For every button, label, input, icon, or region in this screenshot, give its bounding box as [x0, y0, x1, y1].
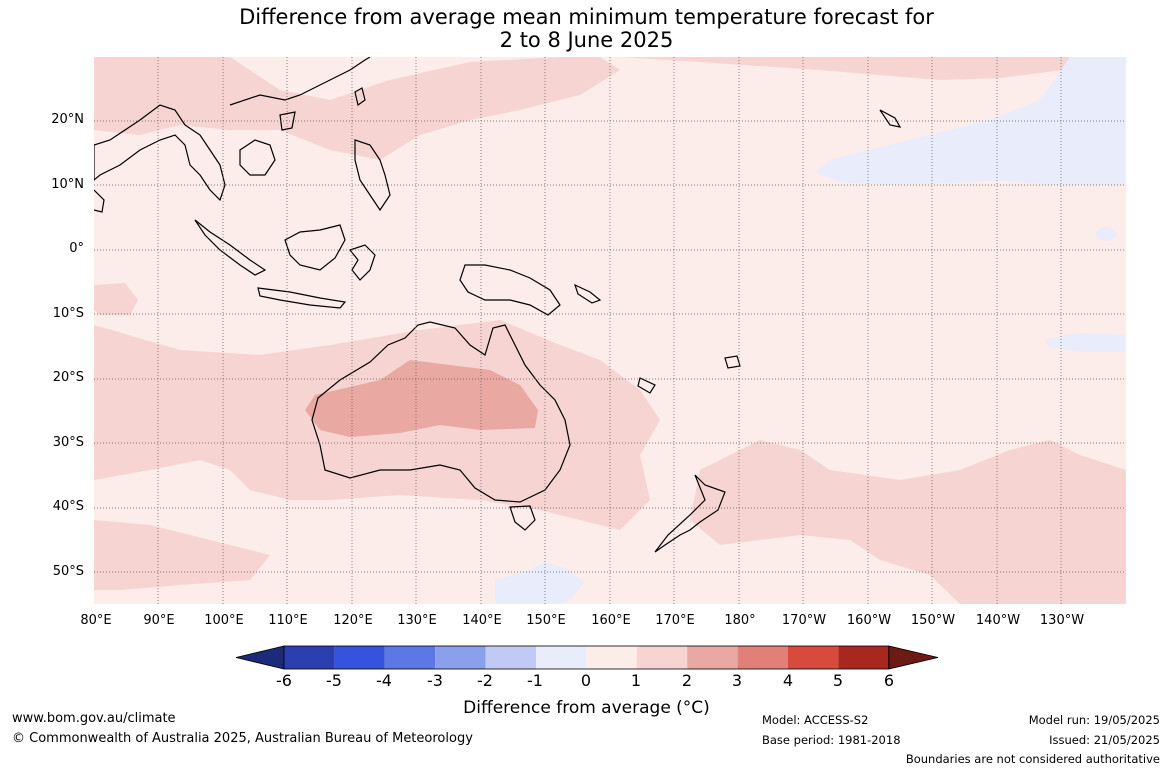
colorbar-segment: [384, 646, 436, 669]
cool-region-equatorial: [1096, 227, 1116, 241]
colorbar-segment: [788, 646, 839, 669]
fiji-coastline: [724, 355, 741, 369]
colorbar-tick-6: 6: [883, 671, 895, 690]
colorbar-segment: [536, 646, 587, 669]
colorbar-tick-1: 1: [630, 671, 642, 690]
colorbar-tick-5: 5: [832, 671, 844, 690]
solomon-islands-coastline: [573, 283, 602, 304]
graticule: [94, 57, 1126, 604]
australia-coastline: [311, 321, 571, 503]
disclaimer-text: Boundaries are not considered authoritat…: [905, 752, 1160, 766]
colorbar-segment: [334, 646, 385, 669]
colorbar-tick-minus1: -1: [527, 671, 543, 690]
lon-label-120e: 120°E: [333, 613, 373, 628]
lat-label-20s: 20°S: [52, 370, 84, 385]
china-coastline: [229, 57, 371, 106]
colorbar-tick-minus3: -3: [427, 671, 443, 690]
lon-label-140e: 140°E: [462, 613, 502, 628]
lon-label-170e: 170°E: [655, 613, 695, 628]
model-run-text: Model run: 19/05/2025: [1028, 713, 1160, 727]
lon-label-130w: 130°W: [1039, 613, 1085, 628]
hawaii-coastline: [879, 109, 902, 128]
lon-label-170w: 170°W: [781, 613, 827, 628]
warm-region-north: [94, 57, 620, 160]
tasmania-coastline: [509, 505, 536, 531]
colorbar-outline: [283, 645, 890, 670]
map-title-line1: Difference from average mean minimum tem…: [239, 5, 934, 29]
colorbar-arrow-low: [235, 645, 285, 670]
warm-region-north-pacific: [620, 57, 1126, 80]
colorbar-segment: [687, 646, 738, 669]
lat-label-10s: 10°S: [52, 306, 84, 321]
borneo-coastline: [284, 224, 346, 271]
lon-label-110e: 110°E: [268, 613, 308, 628]
website-text: www.bom.gov.au/climate: [12, 711, 176, 726]
lon-label-90e: 90°E: [143, 613, 175, 628]
lon-label-100e: 100°E: [204, 613, 244, 628]
copyright-text: © Commonwealth of Australia 2025, Austra…: [12, 731, 473, 746]
lon-label-140w: 140°W: [975, 613, 1021, 628]
model-text: Model: ACCESS-S2: [762, 713, 869, 727]
cool-region-southern-ocean: [495, 562, 585, 604]
cool-region-south-pacific: [1045, 333, 1126, 352]
colorbar-tick-minus6: -6: [276, 671, 292, 690]
lon-label-150e: 150°E: [526, 613, 566, 628]
sumatra-coastline: [194, 219, 267, 276]
colorbar-tick-2: 2: [681, 671, 693, 690]
colorbar-arrow-high: [888, 645, 939, 670]
colorbar-title: Difference from average (°C): [463, 698, 710, 718]
lon-label-150w: 150°W: [910, 613, 956, 628]
indochina-coastline: [239, 139, 276, 176]
new-zealand-coastline: [654, 474, 726, 553]
hainan-coastline: [279, 111, 296, 131]
colorbar-tick-3: 3: [731, 671, 743, 690]
sulawesi-coastline: [348, 244, 376, 281]
lon-label-180: 180°: [724, 613, 756, 628]
colorbar-tick-minus4: -4: [376, 671, 392, 690]
lat-label-30s: 30°S: [52, 435, 84, 450]
java-coastline: [257, 287, 347, 309]
lat-label-0: 0°: [69, 241, 84, 256]
lat-label-20n: 20°N: [51, 112, 84, 127]
colorbar-segment: [586, 646, 637, 669]
base-period-text: Base period: 1981-2018: [762, 733, 901, 747]
colorbar-segment: [284, 646, 335, 669]
colorbar-tick-4: 4: [782, 671, 794, 690]
colorbar-tick-minus5: -5: [326, 671, 342, 690]
philippines-coastline: [354, 139, 391, 212]
colorbar-tick-0: 0: [580, 671, 592, 690]
colorbar: [235, 645, 939, 670]
colorbar-segment: [485, 646, 536, 669]
colorbar-segment: [435, 646, 486, 669]
lon-label-80e: 80°E: [80, 613, 112, 628]
anomaly-shading: [94, 57, 1126, 604]
warm-region-inland-australia: [305, 360, 538, 437]
lat-label-40s: 40°S: [52, 499, 84, 514]
colorbar-segment: [737, 646, 788, 669]
southeast-asia-coastline: [94, 104, 226, 202]
colorbar-tick-minus2: -2: [477, 671, 493, 690]
new-guinea-coastline: [459, 264, 561, 316]
warm-region-southern-ocean-west: [94, 520, 270, 590]
lat-label-50s: 50°S: [52, 564, 84, 579]
lat-label-10n: 10°N: [51, 177, 84, 192]
taiwan-coastline: [354, 87, 366, 107]
coastlines: [94, 57, 902, 553]
colorbar-segment: [636, 646, 688, 669]
warm-region-indian-ocean: [94, 283, 138, 315]
lon-label-160w: 160°W: [846, 613, 892, 628]
colorbar-segment: [838, 646, 889, 669]
cool-region-north-pacific: [815, 57, 1126, 185]
india-coastline: [94, 189, 105, 213]
lon-label-130e: 130°E: [397, 613, 437, 628]
lon-label-160e: 160°E: [591, 613, 631, 628]
map-title-line2: 2 to 8 June 2025: [499, 28, 674, 52]
issued-text: Issued: 21/05/2025: [1049, 733, 1160, 747]
new-caledonia-coastline: [637, 377, 656, 394]
warm-region-southwest-pacific: [690, 440, 1126, 604]
